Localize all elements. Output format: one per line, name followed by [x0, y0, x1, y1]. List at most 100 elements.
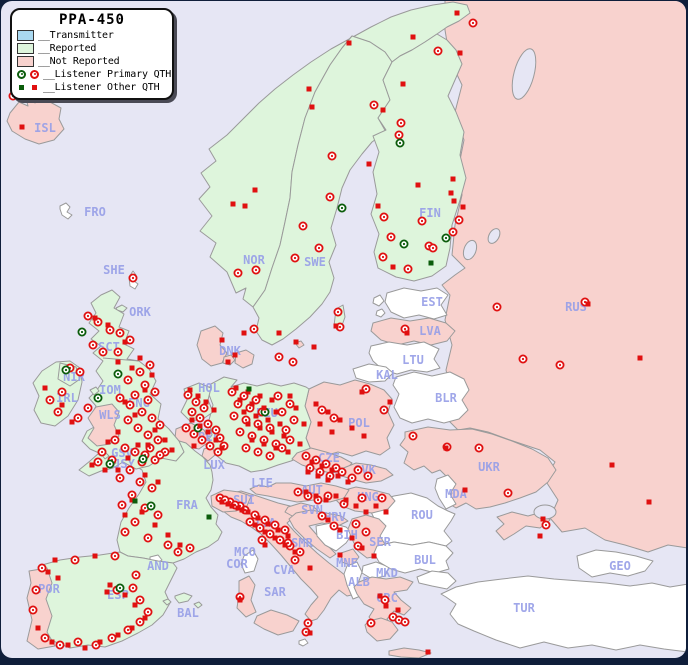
listener-primary-marker [274, 352, 284, 362]
country-label-iom: IOM [99, 383, 121, 397]
listener-other-marker [137, 355, 143, 361]
listener-other-marker-green [132, 498, 138, 504]
listener-other-marker [359, 389, 365, 395]
listener-primary-marker [143, 533, 153, 543]
listener-other-marker [252, 187, 258, 193]
listener-primary-marker [353, 465, 363, 475]
listener-primary-marker-green [105, 459, 115, 469]
listener-other-marker [359, 545, 365, 551]
listener-other-marker [377, 593, 383, 599]
listener-primary-marker [57, 387, 67, 397]
listener-other-marker [337, 417, 343, 423]
listener-other-marker [262, 542, 268, 548]
listener-primary-marker-green [399, 239, 409, 249]
listener-other-marker [309, 104, 315, 110]
listener-primary-marker [125, 400, 135, 410]
country-label-lie: LIE [251, 476, 273, 490]
listener-other-marker [257, 393, 263, 399]
listener-other-marker [232, 352, 238, 358]
country-label-est: EST [421, 295, 443, 309]
listener-primary-marker [277, 407, 287, 417]
listener-other-marker [19, 124, 25, 130]
listener-primary-marker [143, 430, 153, 440]
listener-primary-marker [73, 413, 83, 423]
listener-primary-marker [123, 415, 133, 425]
listener-other-marker [273, 409, 279, 415]
country-label-wls: WLS [99, 408, 121, 422]
country-label-isl: ISL [34, 121, 56, 135]
listener-other-marker [383, 509, 389, 515]
country-turkey [440, 575, 686, 653]
country-montenegro [340, 548, 360, 567]
listener-primary-marker [123, 375, 133, 385]
country-ukraine [399, 426, 557, 510]
primary-qth-label: __Listener Primary QTH [43, 68, 172, 80]
listener-other-marker [59, 402, 65, 408]
listener-other-marker [285, 449, 291, 455]
listener-other-marker [235, 505, 241, 511]
listener-primary-marker [251, 265, 261, 275]
listener-other-marker [230, 201, 236, 207]
listener-other-marker [293, 405, 299, 411]
listener-other-marker [383, 603, 389, 609]
listener-primary-marker [143, 607, 153, 617]
country-estonia [384, 287, 449, 320]
listener-primary-marker [153, 435, 163, 445]
listener-other-marker [325, 409, 331, 415]
listener-other-marker [189, 417, 195, 423]
listener-primary-marker [303, 618, 313, 628]
listener-primary-marker [327, 151, 337, 161]
listener-other-marker [269, 397, 275, 403]
country-label-mne: MNE [336, 556, 358, 570]
listener-primary-marker [135, 367, 145, 377]
listener-primary-marker [150, 455, 160, 465]
listener-other-marker [450, 176, 456, 182]
listener-primary-marker [253, 447, 263, 457]
listener-primary-marker [290, 555, 300, 565]
listener-primary-marker [280, 525, 290, 535]
listener-other-marker [169, 447, 175, 453]
listener-other-marker [65, 642, 71, 648]
listener-primary-marker [233, 268, 243, 278]
listener-other-marker [537, 533, 543, 539]
listener-primary-marker [474, 443, 484, 453]
other-qth-label: __Listener Other QTH [43, 81, 160, 93]
listener-other-marker [311, 344, 317, 350]
listener-primary-marker [363, 471, 373, 481]
listener-primary-marker [145, 360, 155, 370]
country-sweden [252, 35, 393, 346]
listener-primary-marker [110, 551, 120, 561]
listener-primary-marker [255, 523, 265, 533]
listener-primary-marker [448, 227, 458, 237]
country-label-cva: CVA [273, 563, 295, 577]
listener-other-marker [239, 507, 245, 513]
listener-other-marker [252, 522, 258, 528]
internal-borders [102, 357, 140, 362]
listener-primary-marker [293, 487, 303, 497]
country-georgia [576, 549, 654, 578]
listener-other-marker [301, 421, 307, 427]
country-label-lva: LVA [419, 324, 441, 338]
listener-other-marker [129, 365, 135, 371]
listener-primary-marker [400, 617, 410, 627]
listener-primary-marker [245, 517, 255, 527]
listener-other-marker [129, 625, 135, 631]
listener-other-marker [585, 301, 591, 307]
listener-primary-marker [83, 311, 93, 321]
listener-other-marker [219, 499, 225, 505]
listener-other-marker [275, 527, 281, 533]
listener-other-marker [371, 553, 377, 559]
country-label-cor: COR [226, 557, 248, 571]
listener-other-marker [52, 557, 58, 563]
listener-primary-marker [454, 215, 464, 225]
listener-other-marker [457, 50, 463, 56]
country-label-swe: SWE [304, 255, 326, 269]
listener-other-marker [45, 569, 51, 575]
listener-other-marker [323, 497, 329, 503]
country-iceland [6, 95, 65, 145]
listener-primary-marker [203, 419, 213, 429]
listener-primary-marker-green [441, 233, 451, 243]
listener-other-marker [281, 433, 287, 439]
listener-primary-marker [288, 357, 298, 367]
listener-primary-marker [93, 457, 103, 467]
